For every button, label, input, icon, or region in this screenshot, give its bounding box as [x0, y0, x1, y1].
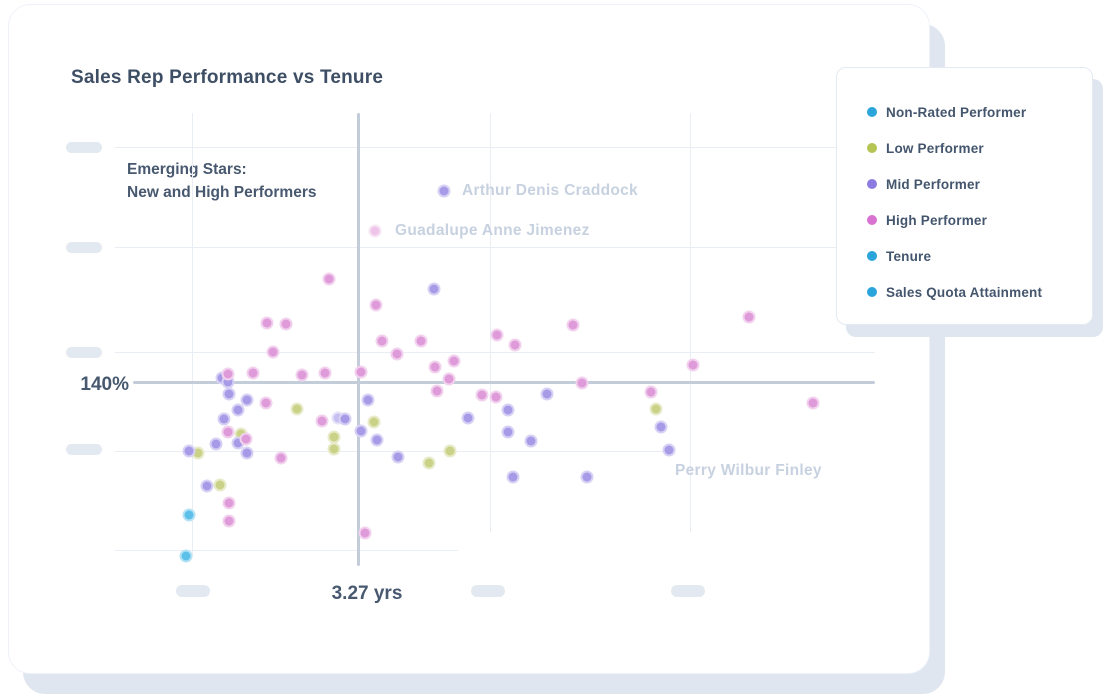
legend-label: Sales Quota Attainment — [886, 284, 1043, 300]
data-point[interactable] — [182, 508, 196, 522]
data-point[interactable] — [354, 424, 368, 438]
data-point[interactable] — [501, 425, 515, 439]
legend-item-3[interactable]: High Performer — [867, 202, 1092, 238]
legend-swatch-icon — [867, 287, 877, 297]
data-point[interactable] — [222, 387, 236, 401]
data-point[interactable] — [490, 328, 504, 342]
legend-swatch-icon — [867, 107, 877, 117]
data-point[interactable] — [461, 411, 475, 425]
data-point[interactable] — [489, 390, 503, 404]
data-point[interactable] — [246, 366, 260, 380]
data-point[interactable] — [375, 334, 389, 348]
chart-title: Sales Rep Performance vs Tenure — [71, 67, 384, 88]
data-point[interactable] — [430, 384, 444, 398]
data-point[interactable] — [221, 425, 235, 439]
chart-card: Sales Rep Performance vs Tenure Emerging… — [8, 4, 930, 674]
legend-item-0[interactable]: Non-Rated Performer — [867, 94, 1092, 130]
data-point[interactable] — [442, 372, 456, 386]
legend-label: Tenure — [886, 248, 932, 264]
data-point[interactable] — [662, 443, 676, 457]
data-point[interactable] — [222, 496, 236, 510]
data-point[interactable] — [540, 387, 554, 401]
data-point[interactable] — [475, 388, 489, 402]
data-point[interactable] — [209, 437, 223, 451]
legend-swatch-icon — [867, 143, 877, 153]
legend-label: Low Performer — [886, 140, 984, 156]
data-point[interactable] — [354, 365, 368, 379]
data-point[interactable] — [240, 393, 254, 407]
legend-label: Non-Rated Performer — [886, 104, 1027, 120]
data-point[interactable] — [566, 318, 580, 332]
legend-item-2[interactable]: Mid Performer — [867, 166, 1092, 202]
data-point[interactable] — [274, 451, 288, 465]
legend-swatch-icon — [867, 251, 877, 261]
legend-label: Mid Performer — [886, 176, 981, 192]
data-point[interactable] — [200, 479, 214, 493]
y-axis-reference-label: 140% — [80, 374, 129, 395]
legend-panel: Non-Rated Performer Low Performer Mid Perf… — [836, 67, 1093, 325]
legend-item-1[interactable]: Low Performer — [867, 130, 1092, 166]
data-point[interactable] — [327, 442, 341, 456]
data-point[interactable] — [279, 317, 293, 331]
data-point[interactable] — [422, 456, 436, 470]
annotation-line-2: New and High Performers — [127, 184, 317, 201]
data-point[interactable] — [368, 224, 382, 238]
data-point[interactable] — [501, 403, 515, 417]
legend-label: High Performer — [886, 212, 988, 228]
data-point[interactable] — [414, 334, 428, 348]
data-point[interactable] — [369, 298, 383, 312]
data-point[interactable] — [686, 358, 700, 372]
data-point[interactable] — [361, 393, 375, 407]
data-point[interactable] — [575, 376, 589, 390]
data-point[interactable] — [367, 415, 381, 429]
data-point[interactable] — [391, 450, 405, 464]
data-point[interactable] — [580, 470, 594, 484]
data-point[interactable] — [259, 396, 273, 410]
data-point[interactable] — [295, 368, 309, 382]
data-point[interactable] — [524, 434, 538, 448]
data-point[interactable] — [443, 444, 457, 458]
data-point[interactable] — [231, 403, 245, 417]
data-point[interactable] — [182, 444, 196, 458]
data-point[interactable] — [370, 433, 384, 447]
data-point[interactable] — [358, 526, 372, 540]
data-point[interactable] — [390, 347, 404, 361]
data-point[interactable] — [260, 316, 274, 330]
data-point[interactable] — [266, 345, 280, 359]
data-point[interactable] — [318, 366, 332, 380]
data-point[interactable] — [428, 360, 442, 374]
annotation-line-1: Emerging Stars: — [127, 161, 247, 178]
data-point[interactable] — [213, 478, 227, 492]
data-point[interactable] — [447, 354, 461, 368]
data-point[interactable] — [338, 412, 352, 426]
legend-swatch-icon — [867, 179, 877, 189]
data-point[interactable] — [290, 402, 304, 416]
legend-item-4[interactable]: Tenure — [867, 238, 1092, 274]
data-point[interactable] — [437, 184, 451, 198]
data-point[interactable] — [239, 432, 253, 446]
legend-item-5[interactable]: Sales Quota Attainment — [867, 274, 1092, 310]
data-point[interactable] — [240, 446, 254, 460]
data-point[interactable] — [654, 420, 668, 434]
data-point[interactable] — [508, 338, 522, 352]
legend-list: Non-Rated Performer Low Performer Mid Perf… — [867, 94, 1092, 310]
data-point[interactable] — [806, 396, 820, 410]
data-point[interactable] — [322, 272, 336, 286]
data-point[interactable] — [217, 412, 231, 426]
data-point[interactable] — [315, 414, 329, 428]
data-point[interactable] — [742, 310, 756, 324]
data-point[interactable] — [649, 402, 663, 416]
data-point[interactable] — [506, 470, 520, 484]
x-axis-reference-label: 3.27 yrs — [331, 583, 403, 604]
data-point[interactable] — [222, 514, 236, 528]
data-point[interactable] — [221, 367, 235, 381]
data-point[interactable] — [644, 385, 658, 399]
data-point[interactable] — [427, 282, 441, 296]
data-point[interactable] — [179, 549, 193, 563]
legend-swatch-icon — [867, 215, 877, 225]
chart-annotation: Emerging Stars: New and High Performers — [127, 158, 317, 204]
